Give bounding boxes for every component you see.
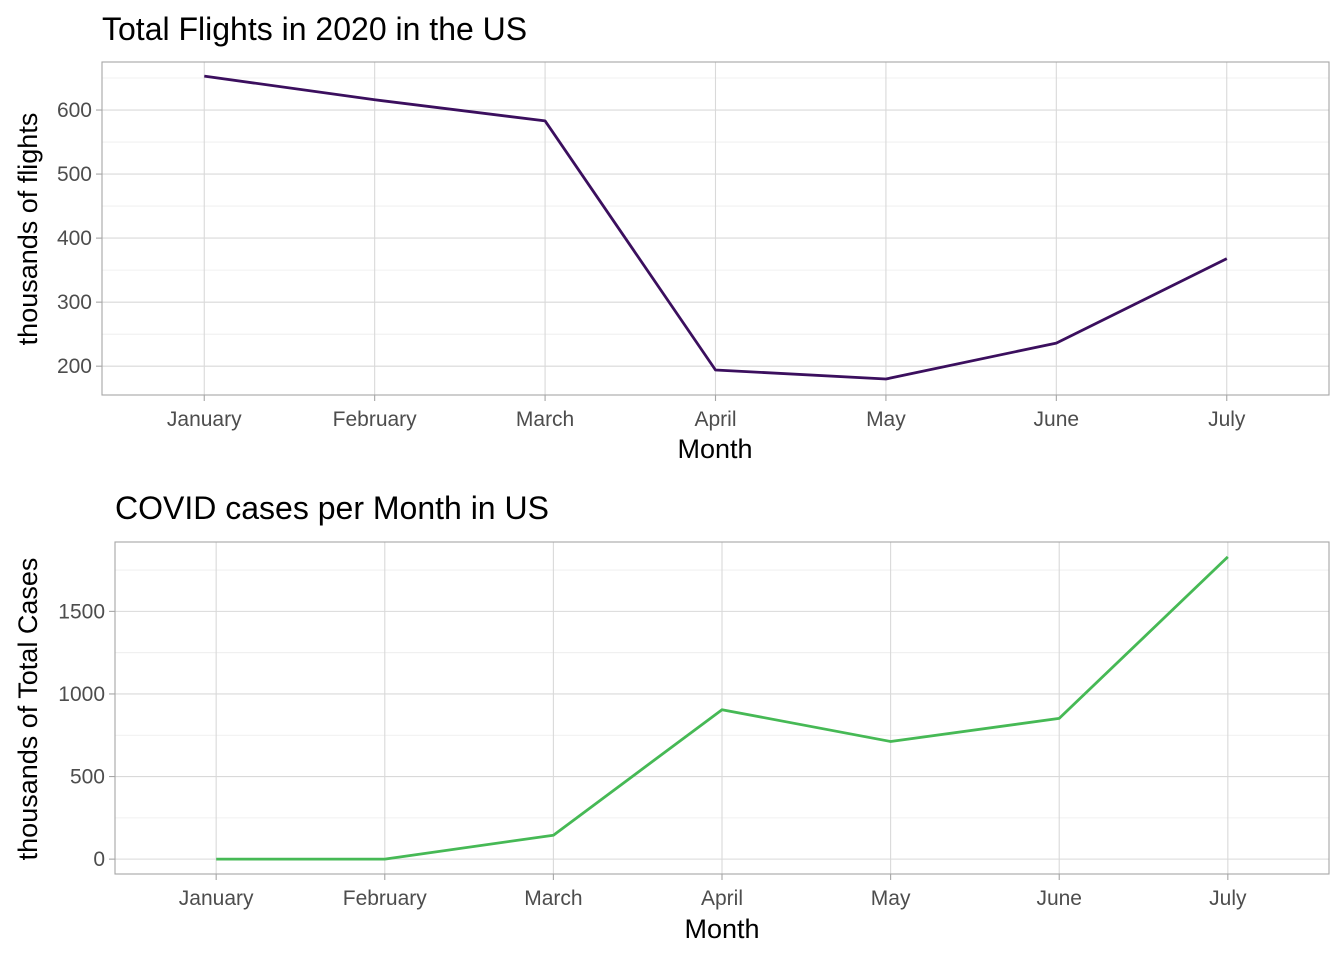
- y-tick-label: 500: [57, 163, 92, 186]
- x-axis-title: Month: [684, 914, 759, 944]
- y-tick-label: 200: [57, 355, 92, 378]
- axis-ticks: [96, 109, 1228, 401]
- x-tick-label: May: [866, 408, 906, 431]
- y-tick-label: 500: [70, 766, 105, 789]
- y-tick-label: 300: [57, 291, 92, 314]
- y-axis-title: thousands of Total Cases: [13, 558, 43, 861]
- x-tick-label: January: [179, 887, 254, 910]
- y-tick-label: 400: [57, 227, 92, 250]
- x-tick-label: February: [343, 887, 428, 910]
- x-tick-label: June: [1036, 887, 1082, 910]
- y-axis-tick-labels: 0 500 1000 1500: [58, 600, 105, 871]
- y-tick-label: 1000: [58, 683, 105, 706]
- x-tick-label: April: [701, 887, 743, 910]
- x-axis-tick-labels: January February March April May June July: [167, 408, 1246, 431]
- y-tick-label: 0: [93, 848, 105, 871]
- chart-title: COVID cases per Month in US: [115, 490, 549, 526]
- x-tick-label: January: [167, 408, 242, 431]
- y-tick-label: 1500: [58, 600, 105, 623]
- grid: [115, 542, 1329, 874]
- x-tick-label: March: [516, 408, 574, 431]
- x-tick-label: July: [1208, 408, 1246, 431]
- x-tick-label: February: [333, 408, 418, 431]
- chart-flights: Total Flights in 2020 in the US January F…: [13, 11, 1330, 464]
- x-tick-label: April: [694, 408, 736, 431]
- x-tick-label: June: [1034, 408, 1080, 431]
- grid: [102, 62, 1329, 395]
- y-tick-label: 600: [57, 99, 92, 122]
- x-tick-label: July: [1209, 887, 1247, 910]
- x-axis-tick-labels: January February March April May June July: [179, 887, 1247, 910]
- chart-title: Total Flights in 2020 in the US: [102, 11, 527, 47]
- y-axis-title: thousands of flights: [13, 113, 43, 346]
- series-line: [216, 555, 1229, 861]
- y-axis-tick-labels: 200 300 400 500 600: [57, 99, 92, 378]
- x-tick-label: March: [524, 887, 582, 910]
- x-axis-title: Month: [677, 434, 752, 464]
- series-line: [204, 74, 1228, 381]
- x-tick-label: May: [871, 887, 911, 910]
- chart-covid: COVID cases per Month in US January Febru…: [13, 490, 1330, 944]
- axis-ticks: [109, 610, 1229, 880]
